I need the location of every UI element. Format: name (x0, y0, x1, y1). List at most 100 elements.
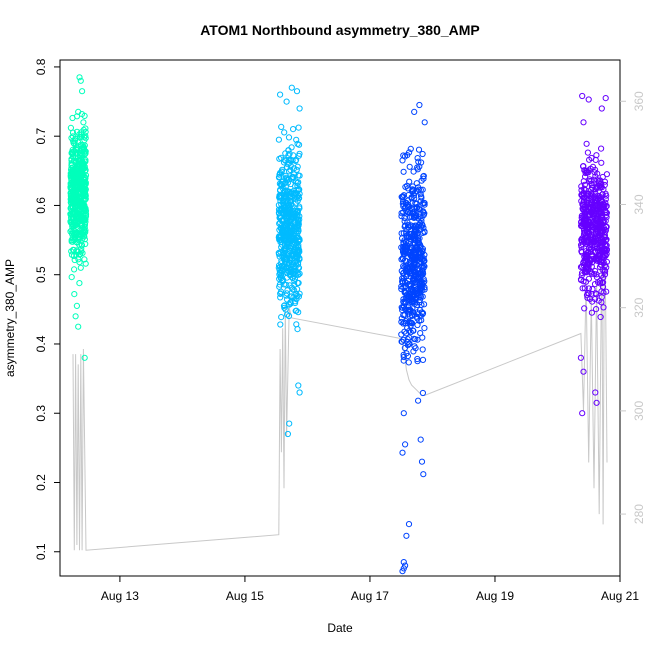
data-point (409, 256, 416, 263)
data-point (420, 224, 427, 231)
data-point (579, 92, 586, 100)
data-point (74, 150, 81, 157)
data-point (421, 257, 428, 265)
data-point (295, 271, 302, 278)
y2-tick-label: 280 (632, 504, 646, 524)
data-point (294, 140, 301, 147)
data-point (399, 449, 406, 456)
data-point (287, 224, 294, 231)
data-point (581, 305, 588, 312)
data-point (594, 170, 601, 177)
data-point (288, 144, 295, 151)
data-point (78, 248, 85, 255)
data-point (583, 268, 590, 275)
data-point (411, 233, 418, 240)
data-point (599, 212, 606, 219)
data-point (602, 196, 609, 203)
data-point (82, 260, 89, 267)
data-point (78, 242, 86, 249)
data-point (70, 252, 78, 260)
data-point (284, 188, 291, 195)
data-point (403, 532, 410, 539)
data-point (578, 214, 585, 221)
data-point (597, 261, 604, 268)
data-point (400, 240, 407, 247)
data-point (421, 119, 428, 126)
data-point (586, 199, 593, 207)
data-point (277, 91, 284, 98)
data-point (401, 344, 408, 352)
data-point (276, 192, 283, 199)
data-point (72, 159, 80, 166)
data-point (72, 184, 79, 191)
y-tick-label: 0.8 (34, 58, 48, 75)
y-tick-label: 0.6 (34, 197, 48, 214)
data-point (294, 292, 301, 299)
data-point (283, 98, 290, 105)
data-point (284, 239, 292, 246)
data-point (412, 256, 419, 263)
data-point (597, 219, 605, 226)
data-point (405, 269, 412, 276)
data-point (288, 234, 295, 241)
data-point (398, 331, 405, 338)
data-point (419, 356, 427, 363)
data-point (406, 163, 413, 170)
data-point (294, 192, 301, 199)
data-point (404, 296, 412, 303)
data-point (600, 249, 607, 256)
data-point (588, 231, 595, 238)
data-point (409, 247, 417, 255)
data-point (597, 258, 605, 265)
data-point (278, 314, 285, 321)
data-point (593, 306, 600, 313)
data-point (294, 286, 301, 293)
data-point (75, 108, 82, 116)
data-point (414, 188, 421, 195)
data-point (409, 299, 416, 306)
data-point (281, 179, 288, 187)
data-point (400, 351, 407, 358)
data-point (419, 389, 426, 397)
data-point (414, 355, 421, 363)
y2-tick-label: 300 (632, 401, 646, 421)
data-point (73, 128, 81, 135)
data-point (421, 228, 428, 235)
data-point (71, 256, 78, 264)
data-point (406, 238, 413, 245)
data-point (411, 195, 418, 202)
series-3 (398, 101, 428, 575)
data-point (580, 119, 587, 126)
data-point (285, 268, 292, 275)
data-point (278, 154, 285, 161)
data-point (599, 235, 606, 242)
data-point (408, 312, 416, 319)
data-point (281, 129, 288, 136)
data-point (416, 285, 423, 292)
data-point (408, 291, 416, 298)
y-axis-label: asymmetry_380_AMP (3, 259, 17, 377)
data-point (418, 272, 425, 279)
data-point (400, 559, 407, 566)
data-point (76, 74, 83, 81)
data-point (598, 299, 605, 306)
data-point (278, 181, 285, 188)
data-point (594, 204, 601, 211)
data-point (418, 458, 426, 465)
data-point (577, 354, 585, 361)
data-point (409, 305, 416, 312)
data-point (78, 133, 85, 140)
data-point (78, 157, 85, 164)
y2-tick-label: 340 (632, 194, 646, 214)
data-point (404, 244, 411, 251)
data-point (280, 224, 287, 231)
data-point (419, 200, 426, 207)
data-point (592, 195, 599, 202)
data-point (595, 178, 602, 185)
data-point (284, 430, 291, 438)
data-point (278, 257, 285, 264)
data-point (418, 159, 425, 166)
data-point (409, 183, 416, 190)
data-point (79, 186, 86, 193)
data-point (414, 358, 421, 365)
